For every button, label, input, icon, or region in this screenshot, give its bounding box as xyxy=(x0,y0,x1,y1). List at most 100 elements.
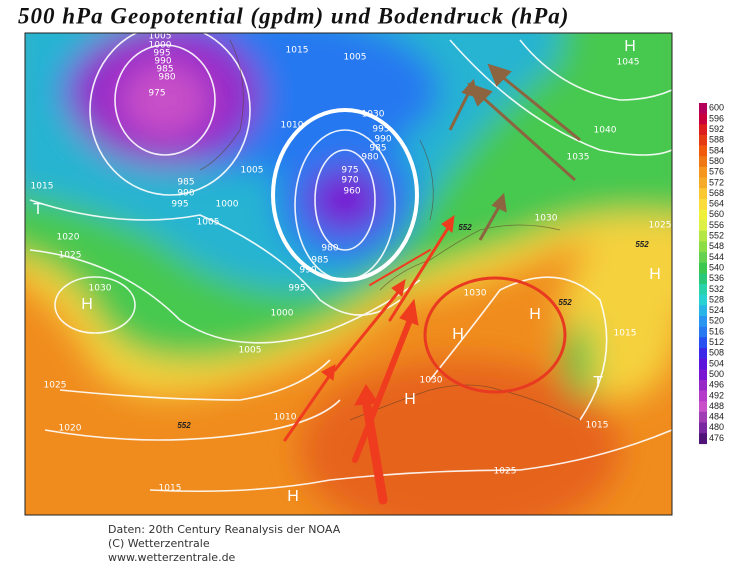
isobar-label: 1005 xyxy=(239,346,262,356)
isobar-label: 1015 xyxy=(286,46,309,56)
isobar-label: 970 xyxy=(341,176,358,186)
isobar-label: 1030 xyxy=(535,214,558,224)
colorbar-swatch xyxy=(699,198,707,210)
isobar-label: 1020 xyxy=(59,424,82,434)
footer-line: Daten: 20th Century Reanalysis der NOAA xyxy=(108,523,341,536)
isobar-label: 995 xyxy=(153,49,170,59)
colorbar-swatch xyxy=(699,358,707,370)
colorbar-swatch xyxy=(699,337,707,349)
isobar-label: 980 xyxy=(361,153,378,163)
map-frame xyxy=(24,32,673,516)
isobar-label: 1030 xyxy=(464,289,487,299)
isobar-label: 1025 xyxy=(59,251,82,261)
isobar-label: 1040 xyxy=(594,126,617,136)
colorbar-label: 584 xyxy=(709,145,724,155)
colorbar-label: 484 xyxy=(709,412,724,422)
colorbar-swatch xyxy=(699,326,707,338)
isobar-label: 1045 xyxy=(617,58,640,68)
isobar-label: 1030 xyxy=(89,284,112,294)
colorbar-swatch xyxy=(699,411,707,423)
colorbar-label: 540 xyxy=(709,262,724,272)
colorbar-label: 568 xyxy=(709,188,724,198)
colorbar-swatch xyxy=(699,209,707,221)
colorbar-swatch xyxy=(699,390,707,402)
colorbar-label: 588 xyxy=(709,135,724,145)
isobar-label: 985 xyxy=(311,256,328,266)
colorbar-swatch xyxy=(699,156,707,168)
colorbar-label: 592 xyxy=(709,124,724,134)
isobar-label: 990 xyxy=(177,189,194,199)
map-field: 1005100099599098598097510151005101010059… xyxy=(25,33,672,515)
colorbar-swatch xyxy=(699,220,707,232)
colorbar-label: 556 xyxy=(709,220,724,230)
colorbar-label: 528 xyxy=(709,294,724,304)
isobar-label: 1000 xyxy=(271,309,294,319)
isobar-label: 1005 xyxy=(197,218,220,228)
colorbar-swatch xyxy=(699,379,707,391)
isobar-label: 1025 xyxy=(494,467,517,477)
colorbar-label: 572 xyxy=(709,177,724,187)
isobar-label: 1015 xyxy=(586,421,609,431)
pressure-center: H xyxy=(649,266,661,283)
isobar-label: 985 xyxy=(177,178,194,188)
colorbar-swatch xyxy=(699,401,707,413)
purple-core xyxy=(307,168,383,232)
colorbar-label: 580 xyxy=(709,156,724,166)
contour-label: 552 xyxy=(635,240,649,249)
isobar-label: 1025 xyxy=(44,381,67,391)
colorbar-swatch xyxy=(699,145,707,157)
colorbar-label: 492 xyxy=(709,390,724,400)
colorbar-label: 564 xyxy=(709,199,724,209)
colorbar-swatch xyxy=(699,305,707,317)
colorbar-swatch xyxy=(699,284,707,295)
colorbar-label: 524 xyxy=(709,305,724,315)
isobar-label: 1015 xyxy=(31,182,54,192)
coastlines xyxy=(199,39,581,421)
colorbar-swatch xyxy=(699,369,707,381)
colorbar-label: 504 xyxy=(709,358,724,368)
colorbar-swatch xyxy=(699,262,707,274)
colorbar-swatch xyxy=(699,188,707,200)
colorbar-swatch xyxy=(699,316,707,327)
colorbar-swatch xyxy=(699,113,707,125)
pressure-center: H xyxy=(81,296,93,313)
colorbar-swatch xyxy=(699,134,707,146)
isobar-label: 1005 xyxy=(241,166,264,176)
isobar-label: 1005 xyxy=(344,53,367,63)
colorbar-label: 596 xyxy=(709,113,724,123)
contour-label: 552 xyxy=(177,421,191,430)
isobar-label: 1000 xyxy=(216,200,239,210)
green-zone xyxy=(566,320,594,400)
colorbar-label: 500 xyxy=(709,369,724,379)
flow-arrows-upper xyxy=(448,63,581,241)
colorbar-label: 544 xyxy=(709,252,724,262)
colorbar-swatch xyxy=(699,124,707,136)
colorbar-label: 532 xyxy=(709,284,724,294)
isobar-label: 985 xyxy=(369,144,386,154)
colorbar-swatch xyxy=(699,230,707,242)
purple-core xyxy=(120,62,210,138)
isobar-label: 1015 xyxy=(614,329,637,339)
colorbar-label: 476 xyxy=(709,433,724,443)
colorbar-label: 576 xyxy=(709,167,724,177)
pressure-center: H xyxy=(452,326,464,343)
isobar-label: 1000 xyxy=(149,41,172,51)
colorbar: 6005965925885845805765725685645605565525… xyxy=(699,103,724,445)
colorbar-swatch xyxy=(699,166,707,178)
colorbar-swatch xyxy=(699,433,707,445)
contour-label: 552 xyxy=(558,298,572,307)
colorbar-label: 496 xyxy=(709,380,724,390)
pressure-center: T xyxy=(33,201,43,218)
isobar-label: 980 xyxy=(321,244,338,254)
pressure-center: H xyxy=(529,306,541,323)
colorbar-label: 488 xyxy=(709,401,724,411)
flow-arrows xyxy=(283,214,455,505)
colorbar-label: 480 xyxy=(709,422,724,432)
isobar-label: 1010 xyxy=(274,413,297,423)
isobar-label: 995 xyxy=(288,284,305,294)
isobar-label: 1010 xyxy=(281,121,304,131)
annotation-ellipse xyxy=(271,108,419,282)
isobar-label: 1015 xyxy=(159,484,182,494)
